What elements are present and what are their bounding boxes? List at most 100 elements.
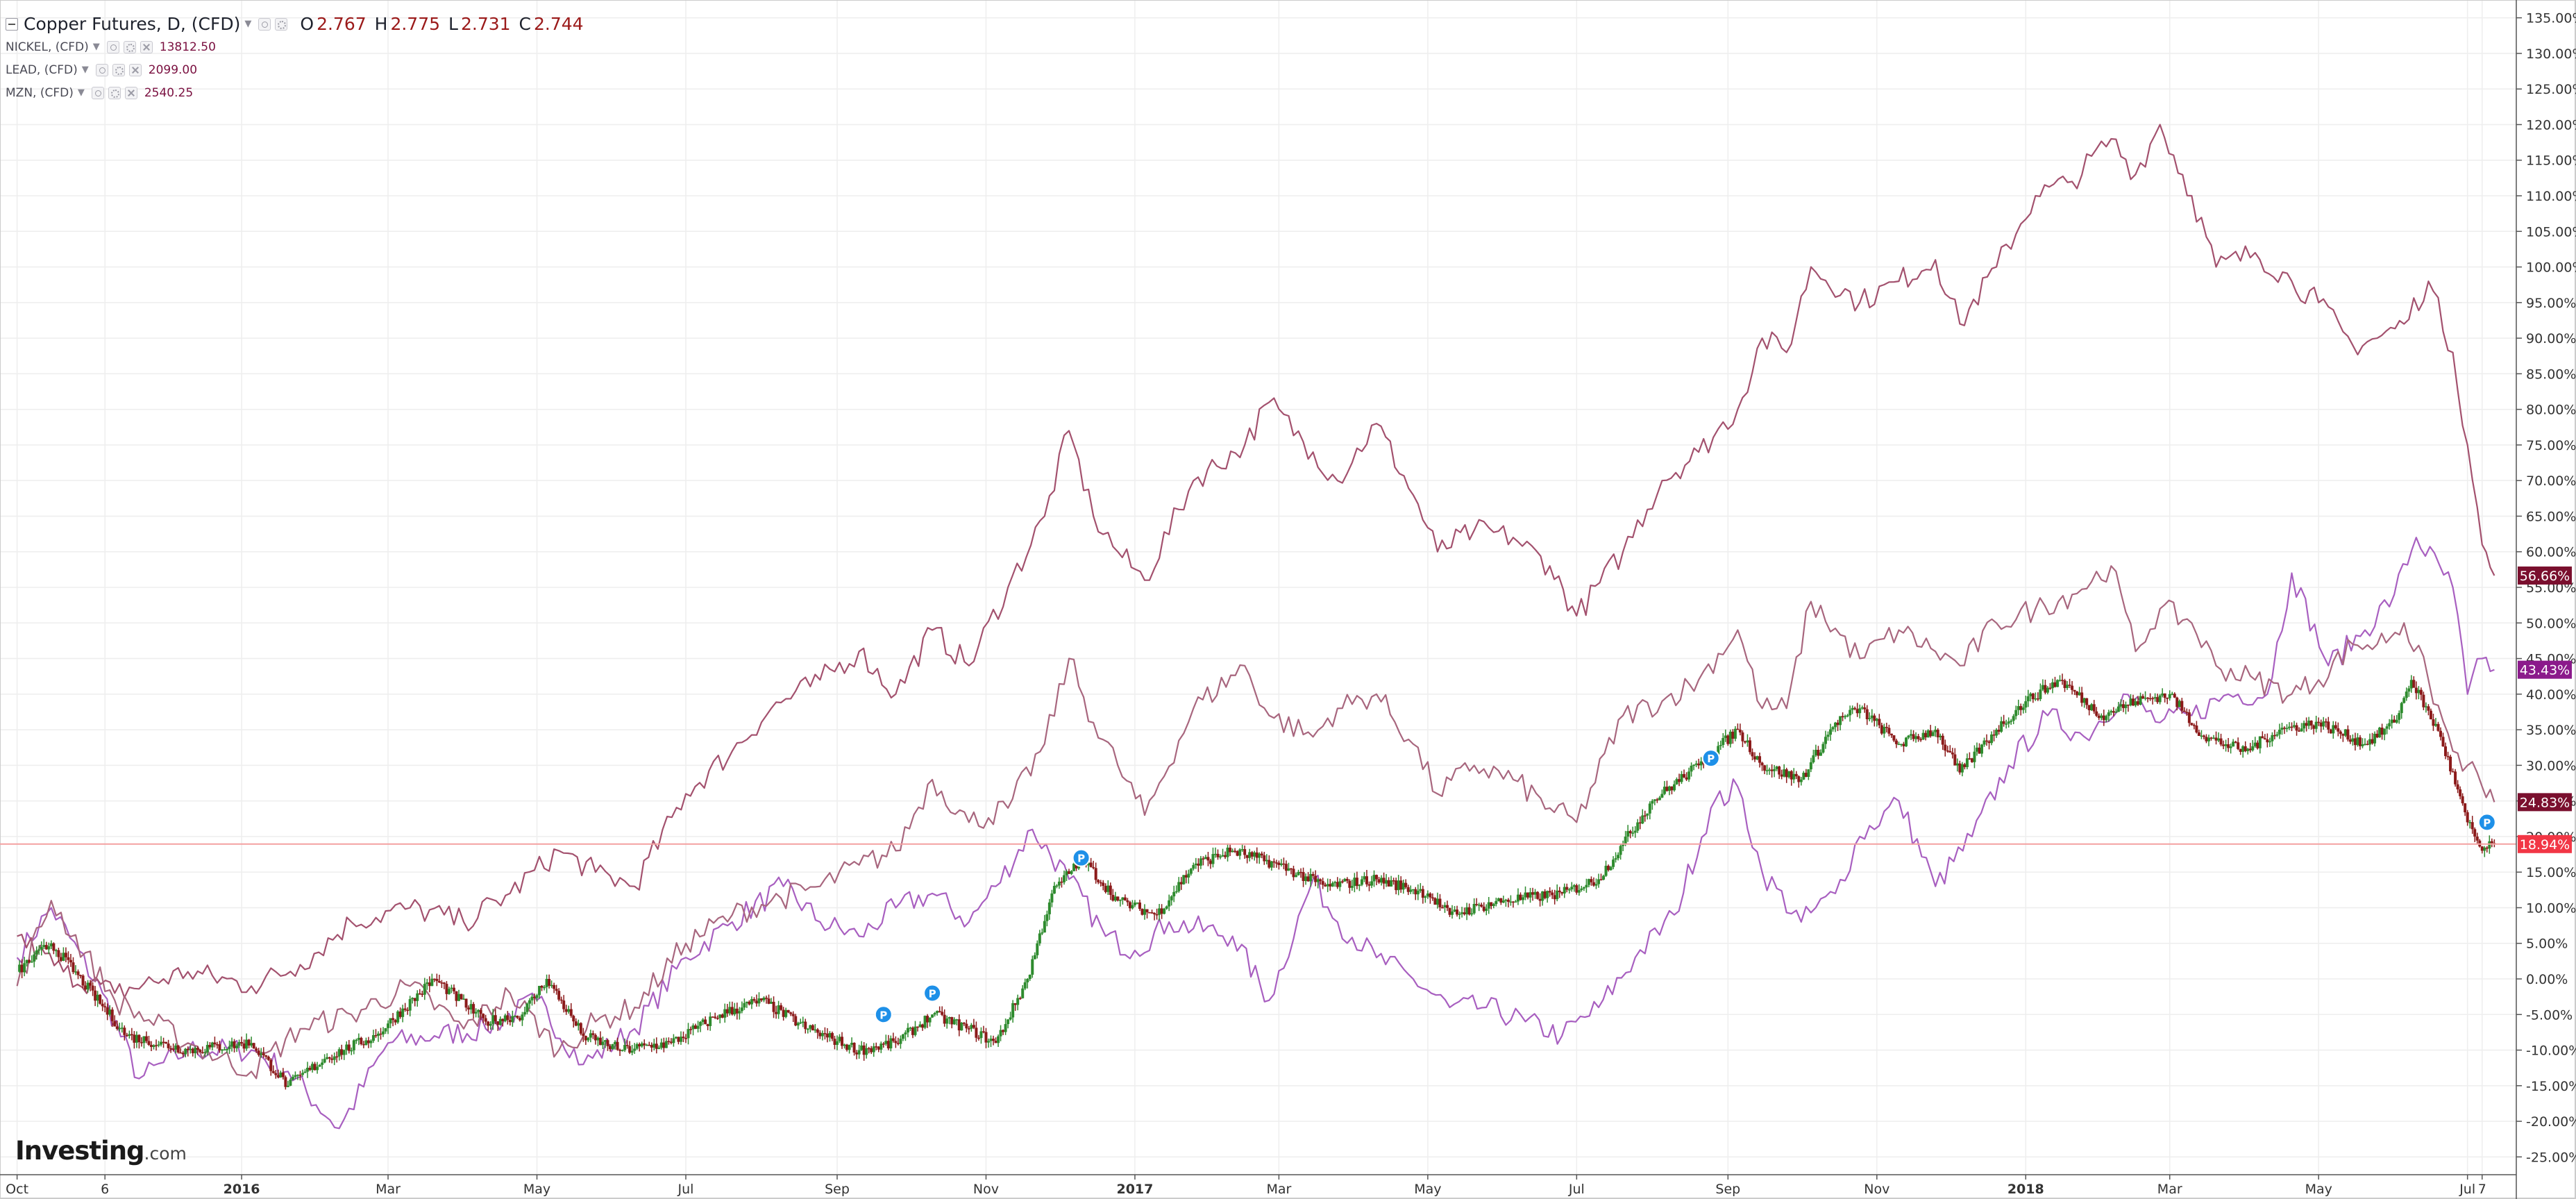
- candle-body: [1792, 773, 1796, 780]
- candle: [926, 1014, 929, 1028]
- candle-body: [1021, 988, 1025, 998]
- pin-badge[interactable]: [2477, 813, 2496, 832]
- chevron-down-icon[interactable]: ▼: [244, 19, 252, 29]
- pin-marker[interactable]: P: [1072, 848, 1091, 867]
- candle: [1155, 908, 1159, 920]
- chevron-down-icon[interactable]: ▼: [92, 42, 100, 52]
- candle-body: [677, 1037, 680, 1042]
- legend-row-lead[interactable]: LEAD, (CFD) ▼ 2099.00: [6, 58, 584, 81]
- candle-body: [445, 984, 448, 994]
- candle-body: [1121, 897, 1125, 900]
- candle-body: [506, 1015, 510, 1021]
- candle: [521, 1012, 524, 1026]
- overlay-title-nickel[interactable]: NICKEL, (CFD): [6, 40, 89, 54]
- candle: [28, 959, 31, 964]
- pin-badge[interactable]: [923, 984, 942, 1003]
- candle: [1912, 730, 1915, 741]
- candle: [360, 1037, 363, 1046]
- candle: [2237, 737, 2240, 751]
- candle: [1541, 891, 1544, 906]
- pin-marker[interactable]: P: [923, 984, 942, 1003]
- eye-icon[interactable]: [95, 63, 108, 76]
- candle-body: [1026, 979, 1029, 982]
- candle-body: [1590, 879, 1593, 882]
- candle-body: [1738, 730, 1742, 732]
- overlay-title-mzn[interactable]: MZN, (CFD): [6, 85, 74, 100]
- candle-body: [543, 987, 546, 989]
- overlay-value-lead: 2099.00: [148, 62, 198, 77]
- close-icon[interactable]: [124, 86, 137, 99]
- pin-badge[interactable]: [1701, 749, 1720, 768]
- candle-body: [2017, 706, 2020, 710]
- candle: [1970, 757, 1973, 763]
- pin-marker[interactable]: P: [1701, 749, 1720, 768]
- candle-body: [1189, 869, 1193, 874]
- eye-icon[interactable]: [106, 40, 119, 53]
- settings-icon[interactable]: [108, 86, 121, 99]
- candle-body: [1377, 879, 1381, 883]
- candle-body: [376, 1033, 380, 1037]
- candle-body: [384, 1028, 387, 1032]
- settings-icon[interactable]: [112, 63, 125, 76]
- candle: [79, 974, 83, 979]
- candle-body: [2422, 694, 2425, 707]
- candle: [1865, 705, 1869, 726]
- candle-body: [1953, 754, 1957, 766]
- pin-marker[interactable]: P: [874, 1005, 893, 1024]
- candle-body: [1472, 903, 1476, 914]
- x-axis[interactable]: Oct 6 2016 Mar May Jul Sep Nov 2017 Mar May Jul Sep N…: [0, 1174, 2516, 1197]
- candle-body: [2046, 687, 2049, 693]
- eye-icon[interactable]: [91, 86, 104, 99]
- x-tick-label: 7: [2478, 1182, 2486, 1197]
- candle-body: [482, 1014, 485, 1018]
- overlay-title-lead[interactable]: LEAD, (CFD): [6, 62, 78, 77]
- candle-body: [240, 1041, 244, 1043]
- candle: [650, 1042, 653, 1053]
- x-tick-label: Jul: [677, 1182, 694, 1197]
- chevron-down-icon[interactable]: ▼: [77, 87, 85, 98]
- candle: [1619, 844, 1622, 860]
- candle-body: [106, 1007, 109, 1015]
- candle: [1168, 894, 1171, 912]
- candle: [1148, 912, 1152, 914]
- candle: [1433, 897, 1437, 905]
- candle: [374, 1029, 378, 1039]
- candle: [469, 1000, 473, 1014]
- candle-body: [2036, 698, 2039, 700]
- candle: [2475, 832, 2479, 845]
- candle: [2383, 728, 2386, 741]
- candle-body: [2205, 737, 2208, 741]
- eye-icon[interactable]: [258, 17, 271, 31]
- collapse-icon[interactable]: [6, 17, 18, 31]
- pin-marker[interactable]: P: [2477, 813, 2496, 832]
- pin-badge[interactable]: [874, 1005, 893, 1024]
- candle: [396, 1009, 400, 1024]
- candle: [1240, 844, 1244, 853]
- legend-row-mzn[interactable]: MZN, (CFD) ▼ 2540.25: [6, 81, 584, 104]
- candle-body: [1678, 779, 1681, 782]
- candle-body: [1397, 880, 1400, 891]
- candle-body: [1656, 799, 1659, 800]
- candle-body: [1118, 900, 1122, 901]
- candle: [228, 1040, 231, 1055]
- main-series-title[interactable]: Copper Futures, D, (CFD): [24, 14, 241, 34]
- candle-body: [257, 1050, 260, 1055]
- candle: [1965, 753, 1969, 770]
- pin-badge[interactable]: [1072, 848, 1091, 867]
- close-icon[interactable]: [140, 40, 153, 53]
- candle: [891, 1032, 895, 1043]
- candle: [1480, 903, 1483, 908]
- settings-icon[interactable]: [123, 40, 136, 53]
- close-value: 2.744: [534, 14, 584, 34]
- close-icon[interactable]: [128, 63, 142, 76]
- candle-body: [1465, 907, 1469, 914]
- candle-body: [215, 1044, 219, 1046]
- legend-row-nickel[interactable]: NICKEL, (CFD) ▼ 13812.50: [6, 35, 584, 58]
- candle-body: [1460, 912, 1464, 914]
- settings-icon[interactable]: [275, 17, 288, 31]
- legend-main-row[interactable]: Copper Futures, D, (CFD) ▼ O 2.767 H 2.775…: [6, 12, 584, 35]
- candle-body: [2107, 712, 2110, 716]
- chevron-down-icon[interactable]: ▼: [81, 65, 89, 75]
- candle: [2024, 695, 2028, 713]
